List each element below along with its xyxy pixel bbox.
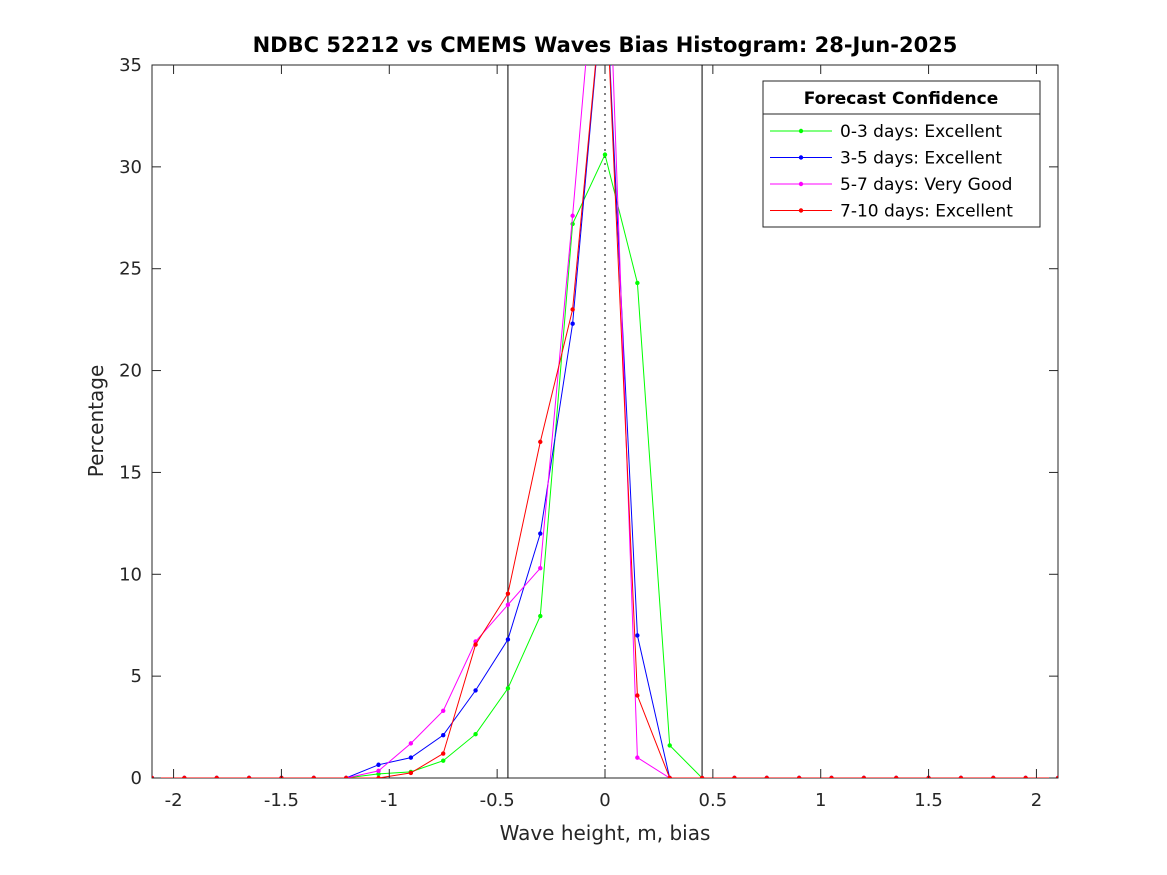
data-point	[958, 775, 964, 778]
data-point	[570, 213, 575, 218]
data-point	[894, 775, 899, 778]
y-tick-label: 30	[119, 157, 142, 178]
data-point	[991, 775, 996, 778]
x-axis-label: Wave height, m, bias	[500, 821, 711, 845]
legend-swatch-marker	[798, 208, 804, 213]
data-point	[441, 751, 446, 756]
data-point	[829, 775, 834, 778]
data-point	[764, 775, 769, 778]
data-point	[635, 755, 640, 760]
data-point	[1055, 775, 1058, 778]
legend-swatch-marker	[798, 155, 804, 160]
data-point	[861, 775, 867, 778]
legend-title: Forecast Confidence	[804, 89, 999, 109]
y-tick-label: 25	[119, 259, 142, 280]
data-point	[635, 633, 640, 638]
data-point	[182, 775, 187, 778]
y-tick-label: 0	[131, 768, 142, 789]
data-point	[408, 755, 414, 760]
data-point	[538, 439, 543, 445]
data-point	[441, 733, 446, 738]
y-tick-label: 35	[119, 55, 142, 76]
series-group	[152, 65, 1058, 778]
data-point	[570, 321, 575, 326]
data-point	[505, 686, 511, 691]
x-tick-label: 0	[599, 790, 610, 811]
data-point	[408, 741, 414, 746]
data-point	[473, 688, 478, 693]
data-point	[473, 642, 478, 647]
data-point	[152, 775, 155, 778]
data-point	[473, 732, 478, 737]
data-point	[796, 775, 802, 778]
x-tick-label: -2	[165, 790, 183, 811]
legend-box	[762, 80, 1041, 228]
data-point	[441, 758, 446, 763]
y-axis-label: Percentage	[84, 365, 108, 478]
data-point	[376, 771, 381, 777]
data-point	[635, 693, 640, 698]
data-point	[505, 637, 511, 642]
reference-lines	[507, 65, 703, 778]
y-tick-label: 10	[119, 564, 142, 585]
data-point	[343, 775, 349, 778]
legend-entry-label: 0-3 days: Excellent	[840, 122, 1002, 142]
legend: Forecast Confidence 0-3 days: Excellent 3…	[762, 80, 1041, 228]
data-point	[1023, 775, 1028, 778]
x-tick-label: -1	[380, 790, 398, 811]
data-point	[376, 768, 381, 774]
legend-swatch-marker	[798, 181, 804, 187]
legend-entries: 0-3 days: Excellent 3-5 days: Excellent 5-…	[770, 122, 1013, 222]
chart-title: NDBC 52212 vs CMEMS Waves Bias Histogram…	[253, 33, 958, 57]
data-point	[311, 775, 316, 778]
data-point	[732, 775, 737, 778]
data-point	[635, 280, 640, 286]
data-point	[214, 775, 219, 778]
data-point	[602, 152, 608, 157]
data-point	[570, 221, 575, 227]
legend-swatch-marker	[798, 128, 804, 134]
legend-entry-label: 5-7 days: Very Good	[840, 175, 1012, 195]
data-point	[505, 591, 511, 596]
y-tick-label: 15	[119, 462, 142, 483]
x-tick-label: 2	[1031, 790, 1042, 811]
data-point	[538, 613, 543, 619]
legend-entry-label: 7-10 days: Excellent	[840, 202, 1013, 222]
data-point	[376, 775, 381, 778]
data-point	[376, 762, 381, 767]
y-axis-ticks: 0 5 10 15 20 25 30 35	[119, 55, 1058, 789]
legend-entry-label: 3-5 days: Excellent	[840, 149, 1002, 169]
x-tick-label: 0.5	[699, 790, 728, 811]
x-axis-ticks: -2 -1.5 -1 -0.5 0 0.5 1 1.5 2	[165, 65, 1042, 811]
y-tick-label: 20	[119, 361, 142, 382]
data-point	[246, 775, 252, 778]
data-point	[570, 307, 575, 312]
y-tick-label: 5	[131, 666, 142, 687]
data-point	[667, 743, 672, 748]
data-point	[505, 602, 511, 608]
data-point	[538, 531, 543, 536]
data-point	[538, 565, 543, 571]
data-point	[667, 775, 672, 778]
data-point	[441, 708, 446, 713]
data-point	[699, 775, 705, 778]
x-tick-label: 1.5	[914, 790, 943, 811]
x-tick-label: -0.5	[480, 790, 515, 811]
x-tick-label: 1	[815, 790, 826, 811]
data-point	[408, 770, 414, 776]
x-tick-label: -1.5	[264, 790, 299, 811]
